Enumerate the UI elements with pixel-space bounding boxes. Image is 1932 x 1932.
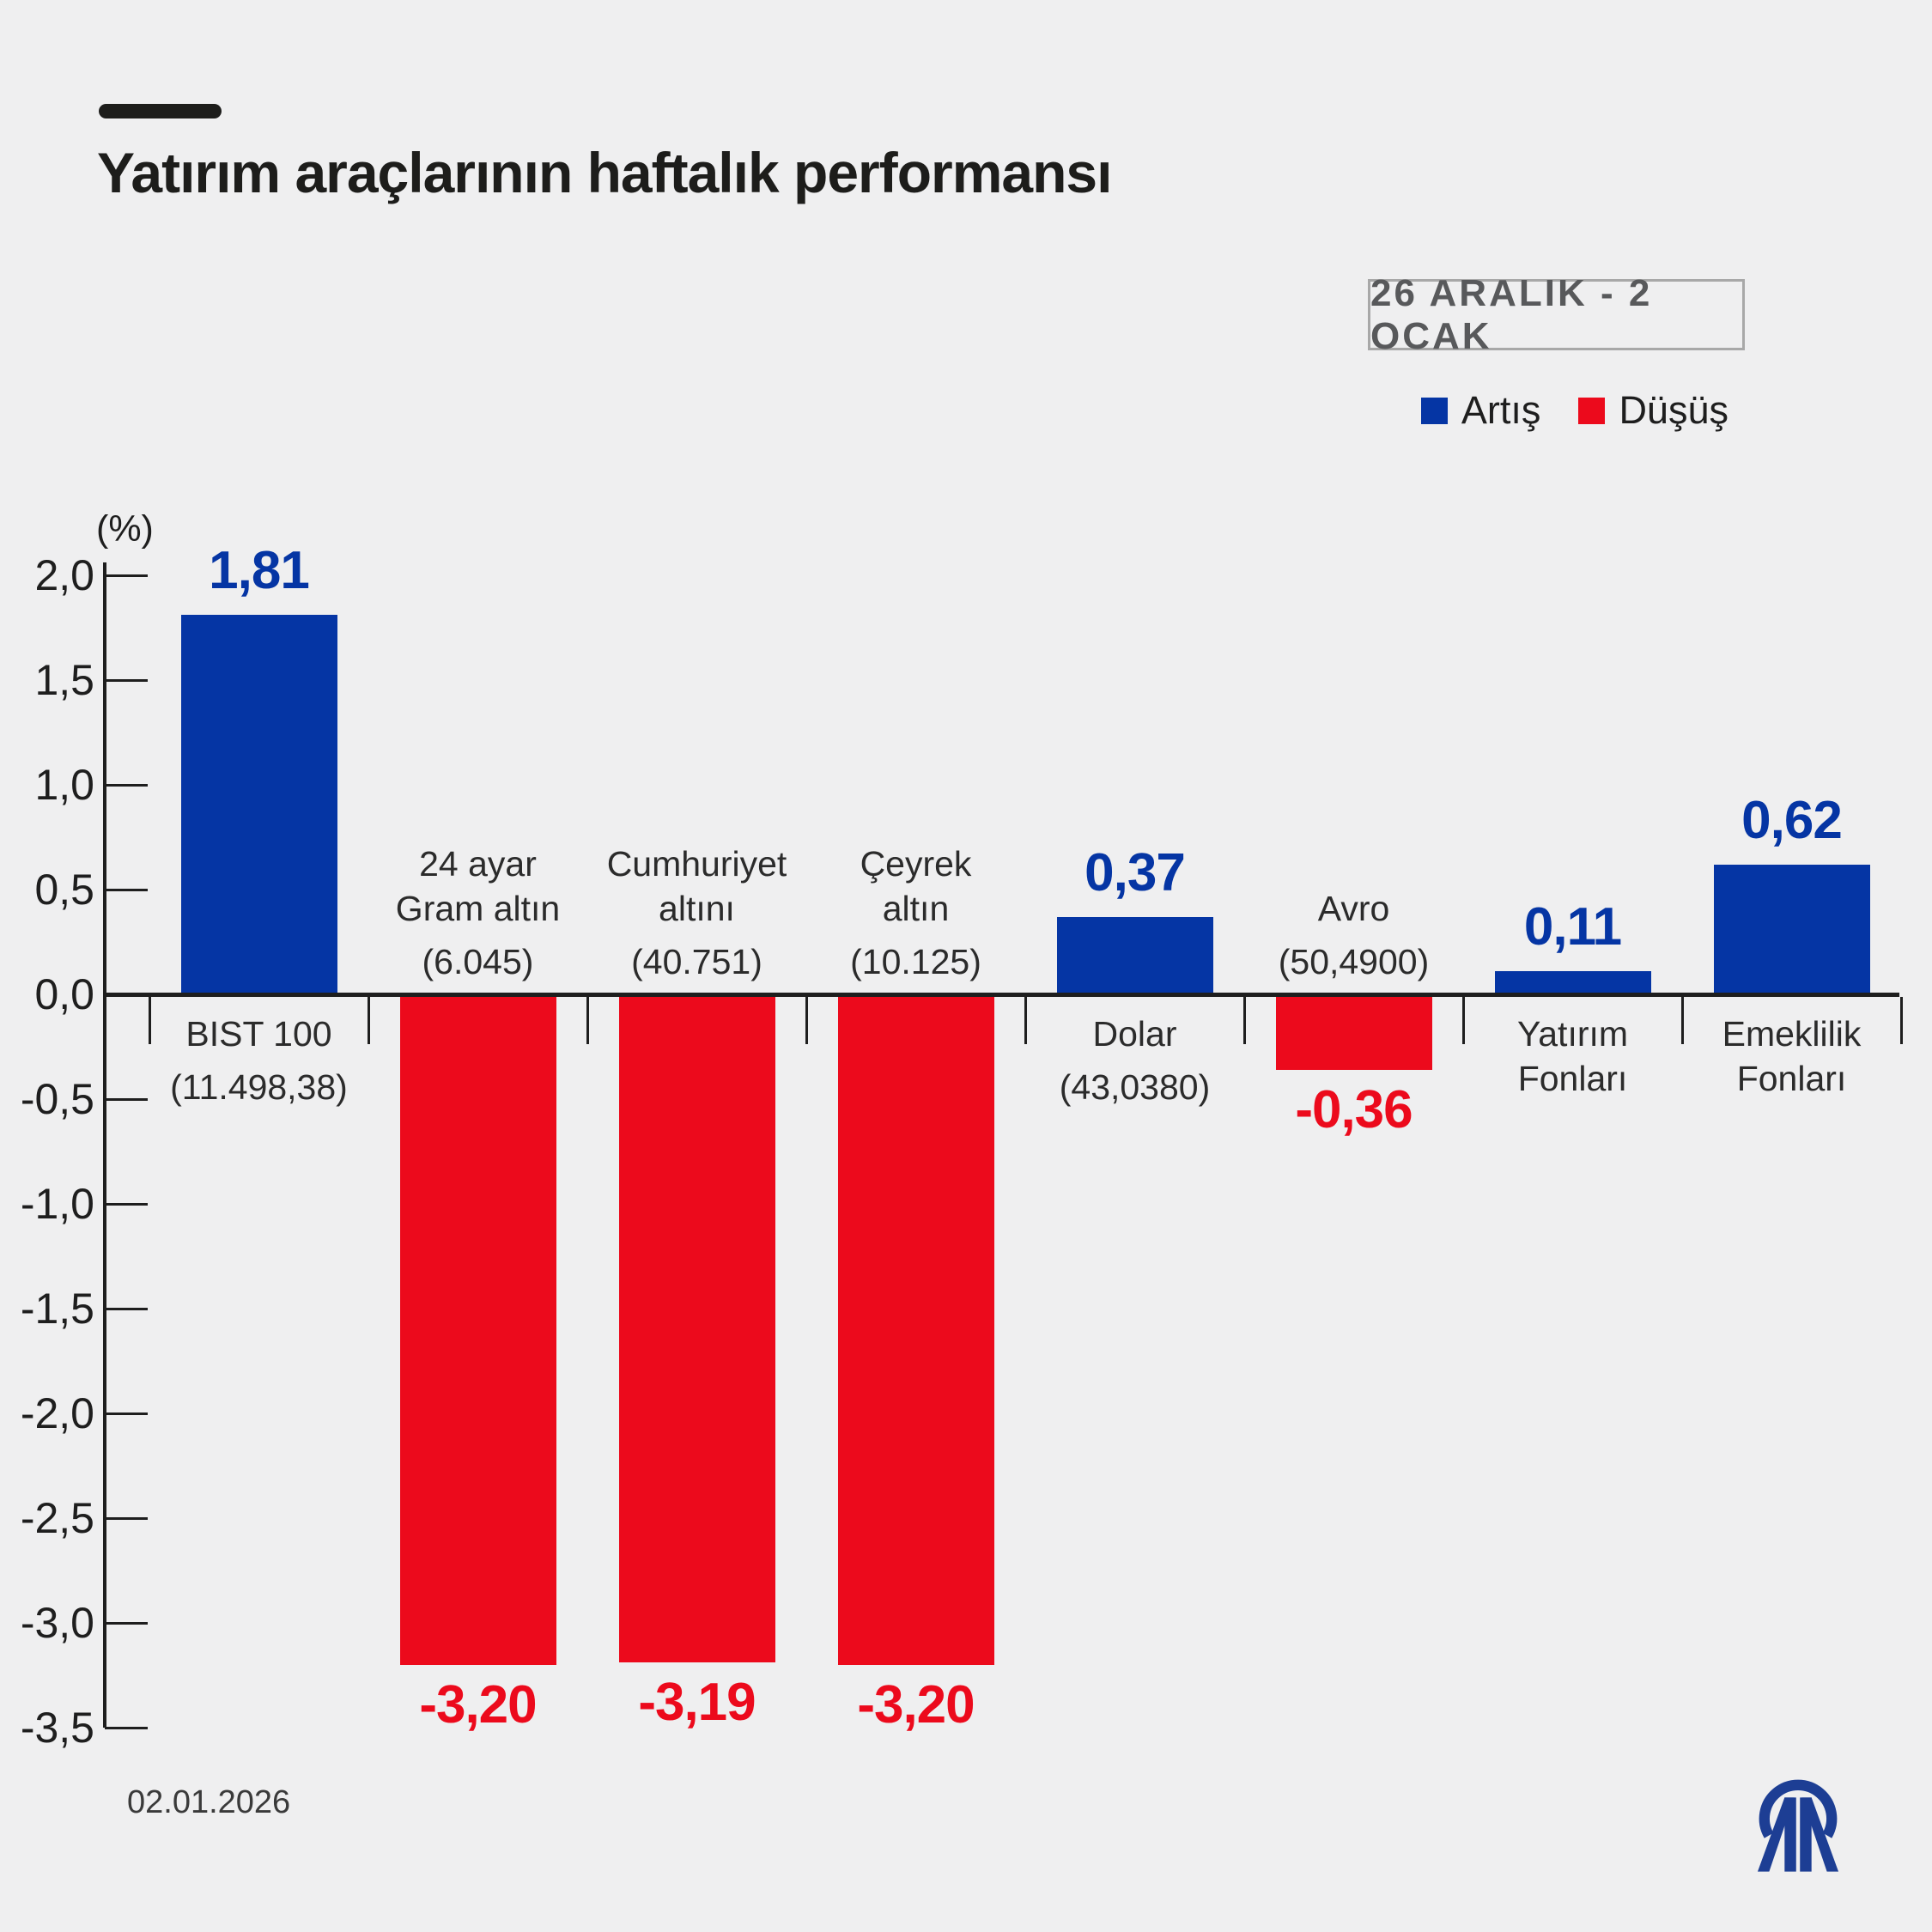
x-axis-tick bbox=[1024, 997, 1027, 1044]
category-name-line: altını bbox=[659, 889, 735, 928]
category-name-line: Dolar bbox=[1092, 1014, 1177, 1054]
y-axis-tick-label: 0,5 bbox=[34, 866, 94, 914]
legend-label-decrease: Düşüş bbox=[1619, 388, 1728, 432]
bar-cumhuriyet-altını bbox=[618, 994, 775, 1662]
category-current-value: (11.498,38) bbox=[170, 1067, 348, 1107]
y-axis-tick bbox=[105, 888, 148, 891]
category-name-line: altın bbox=[882, 889, 950, 928]
x-axis-tick bbox=[1681, 997, 1684, 1044]
y-axis-unit-label: (%) bbox=[96, 508, 154, 550]
zero-baseline bbox=[103, 993, 1899, 997]
bar-çeyrek-altın bbox=[837, 994, 994, 1665]
anadolu-agency-aa-logo bbox=[1757, 1779, 1839, 1872]
category-name-line: 24 ayar bbox=[419, 844, 537, 884]
y-axis-tick-label: 0,0 bbox=[34, 970, 94, 1018]
chart-legend: Artış Düşüş bbox=[1420, 388, 1728, 433]
category-name-line: BIST 100 bbox=[185, 1014, 332, 1054]
bar-value-label: -3,19 bbox=[638, 1673, 756, 1732]
y-axis-tick-label: 2,0 bbox=[34, 551, 94, 599]
legend-item-increase: Artış bbox=[1420, 388, 1541, 433]
publication-date: 02.01.2026 bbox=[127, 1784, 291, 1820]
y-axis-tick-label: -1,5 bbox=[20, 1285, 94, 1333]
y-axis-tick bbox=[105, 1621, 148, 1625]
y-axis-tick bbox=[105, 678, 148, 682]
category-name-line: Yatırım bbox=[1516, 1014, 1629, 1054]
category-current-value: (6.045) bbox=[422, 942, 534, 981]
bar-dolar bbox=[1056, 917, 1213, 994]
bar-24 ayar-gram altın bbox=[399, 994, 556, 1665]
x-axis-tick bbox=[149, 997, 151, 1044]
period-badge: 26 ARALIK - 2 OCAK bbox=[1368, 272, 1745, 357]
bar-value-label: 0,11 bbox=[1523, 897, 1622, 957]
category-label: BIST 100 (11.498,38) bbox=[131, 1012, 388, 1109]
y-axis-tick-label: -2,5 bbox=[20, 1494, 94, 1542]
y-axis-tick bbox=[105, 1412, 148, 1415]
category-label: Dolar (43,0380) bbox=[1006, 1012, 1264, 1109]
category-label: Cumhuriyet altını (40.751) bbox=[568, 841, 826, 984]
category-name-line: Gram altın bbox=[395, 889, 561, 928]
category-name-line: Cumhuriyet bbox=[606, 844, 787, 884]
x-axis-tick bbox=[1243, 997, 1246, 1044]
y-axis-tick-label: -1,0 bbox=[20, 1180, 94, 1228]
y-axis-tick bbox=[105, 1516, 148, 1520]
y-axis-tick bbox=[105, 1202, 148, 1206]
category-name-line: Emeklilik bbox=[1722, 1014, 1862, 1054]
y-axis-tick-label: 1,5 bbox=[34, 656, 94, 704]
y-axis-line bbox=[103, 562, 106, 1728]
decrease-swatch-icon bbox=[1578, 397, 1606, 424]
x-axis-tick bbox=[368, 997, 370, 1044]
category-label: Emeklilik Fonları bbox=[1663, 1012, 1921, 1101]
bar-emeklilik-fonları bbox=[1713, 865, 1870, 994]
category-name-line: Avro bbox=[1317, 889, 1390, 928]
category-current-value: (10.125) bbox=[850, 942, 981, 981]
category-label: Yatırım Fonları bbox=[1444, 1012, 1702, 1101]
category-name-line: Çeyrek bbox=[860, 844, 972, 884]
bar-value-label: -3,20 bbox=[419, 1675, 537, 1735]
bar-yatırım-fonları bbox=[1494, 971, 1651, 994]
bar-value-label: -3,20 bbox=[857, 1675, 975, 1735]
category-current-value: (40.751) bbox=[631, 942, 762, 981]
bar-avro bbox=[1275, 994, 1432, 1070]
x-axis-tick bbox=[1900, 997, 1903, 1044]
bar-value-label: -0,36 bbox=[1295, 1080, 1413, 1139]
y-axis-tick-label: -3,5 bbox=[20, 1704, 94, 1752]
bar-value-label: 1,81 bbox=[209, 541, 310, 600]
y-axis-tick bbox=[105, 783, 148, 787]
category-label: Çeyrek altın (10.125) bbox=[787, 841, 1045, 984]
x-axis-tick bbox=[1462, 997, 1465, 1044]
increase-swatch-icon bbox=[1420, 397, 1448, 424]
x-axis-tick bbox=[805, 997, 808, 1044]
category-current-value: (50,4900) bbox=[1278, 942, 1430, 981]
legend-item-decrease: Düşüş bbox=[1578, 388, 1728, 433]
y-axis-tick bbox=[105, 1307, 148, 1310]
y-axis-tick bbox=[105, 574, 148, 577]
y-axis-tick bbox=[105, 1726, 148, 1729]
legend-label-increase: Artış bbox=[1461, 388, 1541, 432]
category-current-value: (43,0380) bbox=[1059, 1067, 1211, 1107]
period-badge-label: 26 ARALIK - 2 OCAK bbox=[1370, 271, 1653, 357]
bar-bist 100 bbox=[180, 615, 337, 994]
category-label: 24 ayar Gram altın (6.045) bbox=[349, 841, 607, 984]
page-title: Yatırım araçlarının haftalık performansı bbox=[97, 141, 1112, 204]
y-axis-tick-label: -2,0 bbox=[20, 1389, 94, 1437]
category-label: Avro (50,4900) bbox=[1225, 886, 1483, 984]
category-name-line: Fonları bbox=[1736, 1059, 1847, 1098]
category-name-line: Fonları bbox=[1517, 1059, 1628, 1098]
x-axis-tick bbox=[586, 997, 589, 1044]
y-axis-tick-label: -3,0 bbox=[20, 1599, 94, 1647]
y-axis-tick bbox=[105, 1097, 148, 1101]
bar-value-label: 0,37 bbox=[1084, 843, 1186, 902]
y-axis-tick-label: 1,0 bbox=[34, 761, 94, 809]
title-accent-dash bbox=[99, 104, 222, 118]
bar-value-label: 0,62 bbox=[1741, 791, 1843, 850]
y-axis-tick-label: -0,5 bbox=[20, 1075, 94, 1123]
